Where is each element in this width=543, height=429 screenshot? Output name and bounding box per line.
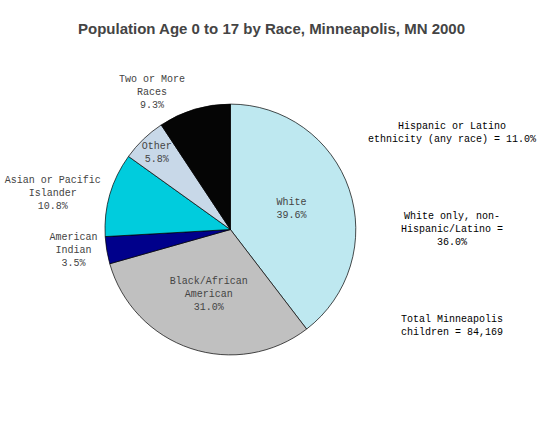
svg-text:Hispanic or Latinoethnicity (a: Hispanic or Latinoethnicity (any race) =… — [368, 121, 536, 145]
svg-text:White39.6%: White39.6% — [276, 197, 306, 221]
svg-text:Asian or PacificIslander10.8%: Asian or PacificIslander10.8% — [5, 175, 101, 212]
svg-text:White only, non-Hispanic/Latin: White only, non-Hispanic/Latino =36.0% — [401, 211, 503, 248]
svg-text:Total Minneapolischildren = 84: Total Minneapolischildren = 84,169 — [401, 314, 503, 338]
svg-text:Other5.8%: Other5.8% — [142, 141, 172, 165]
svg-text:Two or MoreRaces9.3%: Two or MoreRaces9.3% — [119, 74, 185, 111]
svg-text:Population Age 0 to 17 by Race: Population Age 0 to 17 by Race, Minneapo… — [78, 20, 465, 37]
svg-text:Black/AfricanAmerican31.0%: Black/AfricanAmerican31.0% — [170, 276, 248, 313]
svg-text:AmericanIndian3.5%: AmericanIndian3.5% — [49, 232, 97, 269]
